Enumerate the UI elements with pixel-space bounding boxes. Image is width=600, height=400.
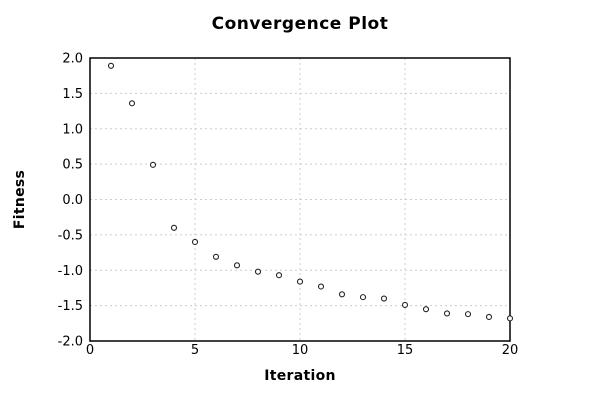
data-point (317, 283, 325, 290)
data-point (401, 301, 409, 308)
x-tick-label: 10 (292, 343, 309, 358)
y-tick-label: 0.5 (62, 158, 83, 173)
y-tick-label: 1.5 (62, 87, 83, 102)
y-tick-label: 2.0 (62, 52, 83, 67)
grid-layer (90, 58, 510, 341)
data-point (275, 272, 283, 279)
data-point (149, 161, 157, 168)
data-point (128, 100, 136, 107)
data-point (296, 278, 304, 285)
y-tick-label: -2.0 (58, 335, 83, 350)
y-tick-label: 1.0 (62, 122, 83, 137)
data-point (254, 268, 262, 275)
data-point (233, 262, 241, 269)
data-point (107, 62, 115, 69)
y-tick-label: -1.0 (58, 264, 83, 279)
y-tick-label: -0.5 (58, 228, 83, 243)
chart-title: Convergence Plot (212, 14, 389, 34)
y-axis-label: Fitness (12, 170, 28, 229)
x-tick-label: 5 (191, 343, 199, 358)
data-point (212, 253, 220, 260)
scatter-points-layer (107, 62, 514, 322)
y-tick-label: 0.0 (62, 193, 83, 208)
x-tick-label: 15 (397, 343, 414, 358)
data-point (464, 311, 472, 318)
plot-frame (89, 57, 511, 342)
x-tick-label: 20 (502, 343, 519, 358)
data-point (443, 310, 451, 317)
data-point (338, 291, 346, 298)
data-point (506, 315, 514, 322)
data-point (170, 224, 178, 231)
tick-label-layer: 0 5 10 15 20 -2.0 -1.5 -1.0 -0.5 0.0 0.5 1.0 1.5 2.0 (58, 52, 519, 359)
data-point (359, 294, 367, 301)
data-point (380, 295, 388, 302)
y-tick-label: -1.5 (58, 299, 83, 314)
data-point (191, 238, 199, 245)
data-point (485, 313, 493, 320)
x-tick-label: 0 (86, 343, 94, 358)
data-point (422, 306, 430, 313)
x-axis-label: Iteration (264, 368, 336, 384)
